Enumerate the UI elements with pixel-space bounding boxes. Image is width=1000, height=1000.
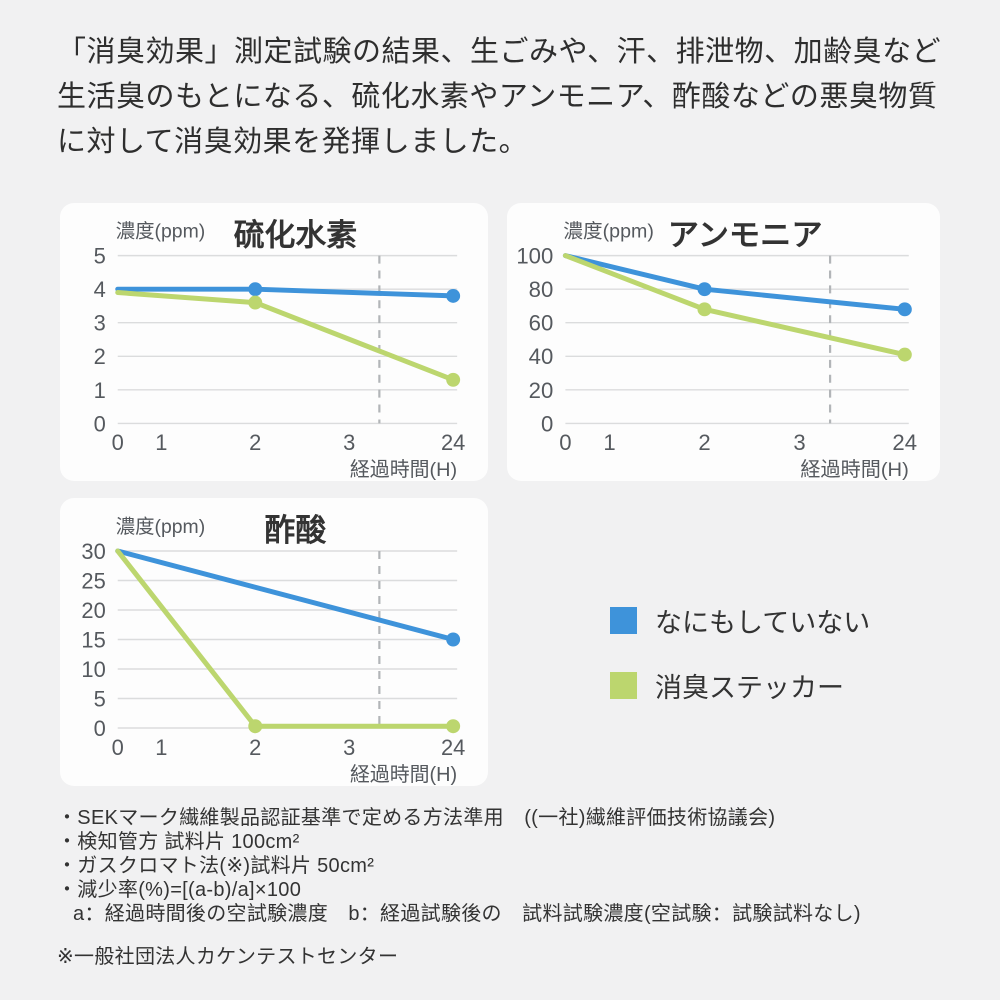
svg-text:30: 30 bbox=[81, 539, 105, 564]
svg-text:80: 80 bbox=[529, 277, 554, 302]
footnote-line: ・検知管方 試料片 100cm² bbox=[57, 831, 300, 853]
svg-text:濃度(ppm): 濃度(ppm) bbox=[116, 221, 205, 243]
footnote-line: ・ガスクロマト法(※)試料片 50cm² bbox=[57, 855, 375, 877]
svg-text:0: 0 bbox=[112, 430, 124, 455]
svg-text:1: 1 bbox=[155, 735, 167, 760]
svg-text:経過時間(H): 経過時間(H) bbox=[350, 459, 457, 481]
svg-text:経過時間(H): 経過時間(H) bbox=[350, 763, 457, 786]
svg-text:24: 24 bbox=[892, 430, 917, 455]
svg-text:3: 3 bbox=[343, 430, 355, 455]
svg-text:0: 0 bbox=[541, 411, 553, 436]
svg-text:60: 60 bbox=[529, 311, 554, 336]
svg-text:濃度(ppm): 濃度(ppm) bbox=[563, 221, 653, 243]
footnotes: ・SEKマーク繊維製品認証基準で定める方法準用 ((一社)繊維評価技術協議会) … bbox=[57, 806, 861, 969]
svg-text:1: 1 bbox=[155, 430, 167, 455]
svg-text:2: 2 bbox=[698, 430, 710, 455]
footnote-line: ・SEKマーク繊維製品認証基準で定める方法準用 ((一社)繊維評価技術協議会) bbox=[57, 807, 776, 829]
svg-text:硫化水素: 硫化水素 bbox=[234, 218, 357, 253]
svg-text:酢酸: 酢酸 bbox=[265, 513, 327, 548]
svg-text:24: 24 bbox=[441, 735, 465, 760]
chart-card-ammonia: 0 20 40 60 80 100 0 1 2 3 24 濃度(ppm) アンモニア経過時間(H) bbox=[507, 203, 940, 481]
footnote-line: a：経過時間後の空試験濃度 b：経過試験後の 試料試験濃度(空試験：試験試料なし… bbox=[73, 903, 861, 925]
svg-text:0: 0 bbox=[94, 411, 106, 436]
svg-text:0: 0 bbox=[94, 716, 106, 741]
legend-swatch-green bbox=[610, 672, 637, 699]
legend-item-untreated: なにもしていない bbox=[610, 601, 870, 640]
legend-label-sticker: 消臭ステッカー bbox=[655, 673, 844, 703]
svg-text:100: 100 bbox=[516, 244, 553, 269]
svg-text:40: 40 bbox=[529, 344, 554, 369]
svg-text:5: 5 bbox=[94, 686, 106, 711]
svg-text:15: 15 bbox=[81, 627, 105, 652]
svg-text:経過時間(H): 経過時間(H) bbox=[800, 458, 908, 481]
legend-label-untreated: なにもしていない bbox=[655, 608, 871, 638]
svg-text:20: 20 bbox=[81, 598, 105, 623]
legend-swatch-blue bbox=[610, 607, 637, 634]
svg-text:24: 24 bbox=[441, 430, 465, 455]
svg-text:3: 3 bbox=[343, 735, 355, 760]
legend-item-sticker: 消臭ステッカー bbox=[610, 666, 870, 705]
svg-text:0: 0 bbox=[112, 735, 124, 760]
svg-text:10: 10 bbox=[81, 657, 105, 682]
svg-text:20: 20 bbox=[529, 378, 554, 403]
svg-text:5: 5 bbox=[94, 244, 106, 269]
svg-text:濃度(ppm): 濃度(ppm) bbox=[116, 516, 205, 538]
svg-text:3: 3 bbox=[94, 311, 106, 336]
chart-card-hydrogen-sulfide: 0 1 2 3 4 5 0 1 2 3 24 濃度(ppm) 硫化水素経過時間(H) bbox=[60, 203, 488, 481]
svg-text:4: 4 bbox=[94, 277, 106, 302]
svg-text:0: 0 bbox=[559, 430, 571, 455]
svg-text:3: 3 bbox=[793, 430, 805, 455]
svg-text:1: 1 bbox=[94, 378, 106, 403]
svg-text:2: 2 bbox=[94, 344, 106, 369]
page-title: 「消臭効果」測定試験の結果、生ごみや、汗、排泄物、加齢臭など生活臭のもとになる、… bbox=[57, 36, 942, 158]
svg-text:1: 1 bbox=[603, 430, 615, 455]
legend: なにもしていない 消臭ステッカー bbox=[610, 601, 870, 731]
svg-text:25: 25 bbox=[81, 568, 105, 593]
footnote-line: ・減少率(%)=[(a-b)/a]×100 bbox=[57, 879, 302, 901]
chart-card-acetic-acid: 0 5 10 15 20 25 30 0 1 2 3 24 濃度(ppm) 酢酸 経過時間(H) bbox=[60, 498, 488, 786]
footnote-source: ※一般社団法人カケンテストセンター bbox=[57, 946, 399, 968]
svg-text:2: 2 bbox=[249, 735, 261, 760]
svg-text:アンモニア: アンモニア bbox=[668, 218, 823, 253]
svg-text:2: 2 bbox=[249, 430, 261, 455]
